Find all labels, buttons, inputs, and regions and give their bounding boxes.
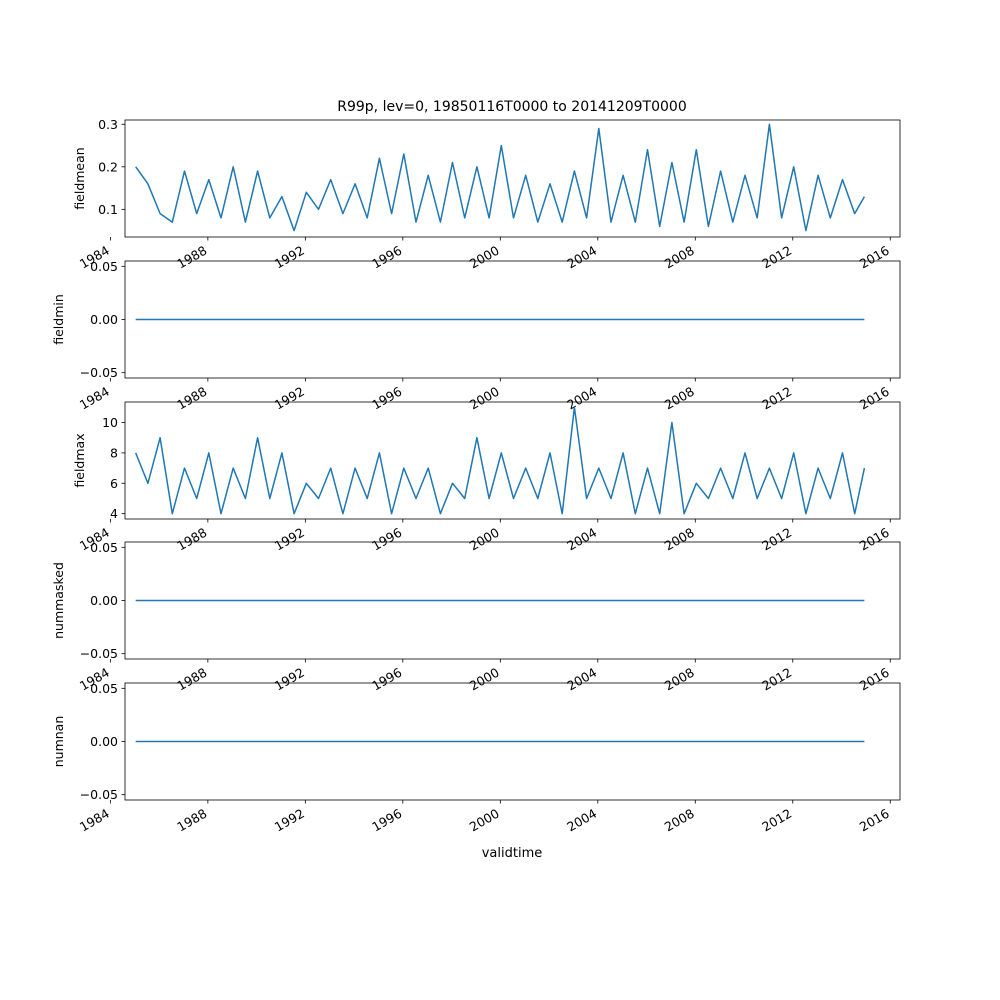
y-axis-label: fieldmax — [72, 433, 87, 487]
x-tick-label: 1992 — [272, 384, 307, 413]
y-axis-label: fieldmean — [72, 147, 87, 209]
y-tick-label: 0.3 — [98, 117, 118, 132]
x-tick-label: 1996 — [369, 806, 404, 835]
y-tick-label: 8 — [110, 445, 118, 460]
y-axis-label: numnan — [51, 716, 66, 768]
x-tick-label: 1992 — [272, 806, 307, 835]
x-tick-label: 2000 — [467, 665, 502, 694]
y-tick-label: 0.05 — [90, 681, 118, 696]
x-tick-label: 2004 — [564, 806, 599, 835]
y-tick-label: 0.2 — [98, 159, 118, 174]
x-tick-label: 1988 — [174, 525, 209, 554]
y-tick-label: 4 — [110, 506, 118, 521]
x-tick-label: 2016 — [857, 806, 892, 835]
y-tick-label: 0.05 — [90, 259, 118, 274]
x-tick-label: 2016 — [857, 243, 892, 272]
x-tick-label: 1992 — [272, 525, 307, 554]
x-tick-label: 2012 — [759, 806, 794, 835]
y-tick-label: 0.05 — [90, 540, 118, 555]
x-tick-label: 1996 — [369, 384, 404, 413]
x-tick-label: 2016 — [857, 525, 892, 554]
x-tick-label: 1996 — [369, 243, 404, 272]
series-line-fieldmax — [135, 406, 866, 515]
y-tick-label: −0.05 — [80, 646, 118, 661]
x-tick-label: 2008 — [662, 384, 697, 413]
y-tick-label: 0.1 — [98, 202, 118, 217]
x-tick-label: 1988 — [174, 384, 209, 413]
x-tick-label: 2012 — [759, 384, 794, 413]
x-tick-label: 1984 — [77, 806, 112, 835]
x-tick-label: 1996 — [369, 665, 404, 694]
y-tick-label: −0.05 — [80, 365, 118, 380]
x-axis-label: validtime — [482, 846, 543, 861]
x-tick-label: 2008 — [662, 665, 697, 694]
y-tick-label: 0.00 — [90, 312, 118, 327]
x-tick-label: 2000 — [467, 384, 502, 413]
x-tick-label: 1996 — [369, 525, 404, 554]
y-tick-label: 10 — [102, 415, 118, 430]
axes-frame — [124, 401, 901, 520]
x-tick-label: 1992 — [272, 243, 307, 272]
x-tick-label: 2012 — [759, 243, 794, 272]
x-tick-label: 2000 — [467, 243, 502, 272]
x-tick-label: 1988 — [174, 665, 209, 694]
y-axis-label: fieldmin — [51, 294, 66, 345]
panels: 0.1 0.2 0.3 fieldmean 1984 1988 1992 1996 2000 20… — [51, 117, 901, 835]
x-tick-label: 2004 — [564, 384, 599, 413]
x-tick-label: 1988 — [174, 806, 209, 835]
x-tick-label: 2004 — [564, 243, 599, 272]
x-tick-label: 1988 — [174, 243, 209, 272]
panel-fieldmin: −0.05 0.00 0.05 fieldmin 1984 1988 1992 1996 200… — [51, 259, 901, 413]
x-tick-label: 1984 — [77, 384, 112, 413]
y-tick-label: −0.05 — [80, 787, 118, 802]
x-tick-label: 2008 — [662, 525, 697, 554]
y-tick-label: 6 — [110, 476, 118, 491]
x-tick-label: 2016 — [857, 384, 892, 413]
x-tick-label: 2012 — [759, 525, 794, 554]
x-tick-label: 2004 — [564, 665, 599, 694]
x-tick-label: 2012 — [759, 665, 794, 694]
x-tick-label: 1992 — [272, 665, 307, 694]
x-tick-label: 2000 — [467, 525, 502, 554]
x-tick-label: 2000 — [467, 806, 502, 835]
x-tick-label: 2016 — [857, 665, 892, 694]
series-line-fieldmean — [135, 123, 866, 232]
chart-title: R99p, lev=0, 19850116T0000 to 20141209T0… — [337, 99, 687, 115]
x-tick-label: 2004 — [564, 525, 599, 554]
x-tick-label: 2008 — [662, 806, 697, 835]
axes-frame — [124, 119, 901, 238]
y-axis-label: nummasked — [51, 562, 66, 639]
x-tick-label: 2008 — [662, 243, 697, 272]
panel-numnan: −0.05 0.00 0.05 numnan 1984 1988 1992 1996 2000 2… — [51, 681, 901, 835]
y-tick-label: 0.00 — [90, 734, 118, 749]
y-tick-label: 0.00 — [90, 593, 118, 608]
